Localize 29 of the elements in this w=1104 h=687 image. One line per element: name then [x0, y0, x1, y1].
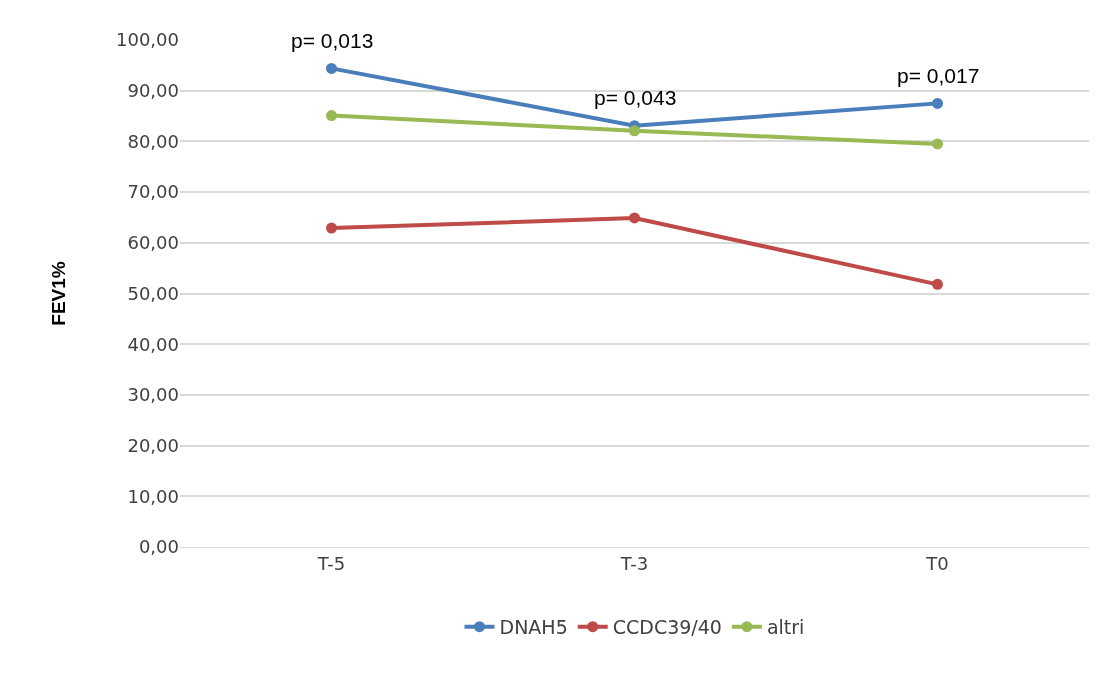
point — [629, 212, 640, 224]
x-tick-label: T-5 — [316, 552, 346, 574]
y-tick-label: 70,00 — [127, 181, 179, 203]
y-tick-label: 50,00 — [127, 282, 179, 304]
y-tick-label: 40,00 — [127, 333, 179, 355]
annotation: p= 0,043 — [594, 86, 677, 109]
y-tick-label: 30,00 — [127, 384, 179, 406]
point — [326, 222, 337, 234]
x-tick-label: T-3 — [619, 552, 649, 574]
y-tick-label: 90,00 — [127, 80, 179, 101]
y-tick-label: 0,00 — [138, 536, 179, 558]
legend-label: altri — [766, 616, 805, 639]
point — [326, 110, 337, 122]
legend-label: CCDC39/40 — [612, 616, 722, 639]
point — [932, 278, 943, 290]
annotation: p= 0,017 — [897, 64, 980, 87]
annotation: p= 0,013 — [291, 29, 374, 52]
y-tick-label: 10,00 — [127, 485, 179, 507]
point — [629, 125, 640, 137]
y-tick-label: 100,00 — [116, 29, 179, 51]
y-tick-label: 80,00 — [127, 130, 179, 152]
point — [326, 62, 337, 74]
y-axis-title: FEV1% — [47, 261, 69, 326]
y-tick-label: 20,00 — [127, 434, 179, 456]
legend-label: DNAH5 — [499, 616, 568, 639]
point — [932, 138, 943, 150]
point — [932, 97, 943, 109]
y-tick-label: 60,00 — [127, 232, 179, 254]
x-tick-label: T0 — [925, 552, 949, 574]
